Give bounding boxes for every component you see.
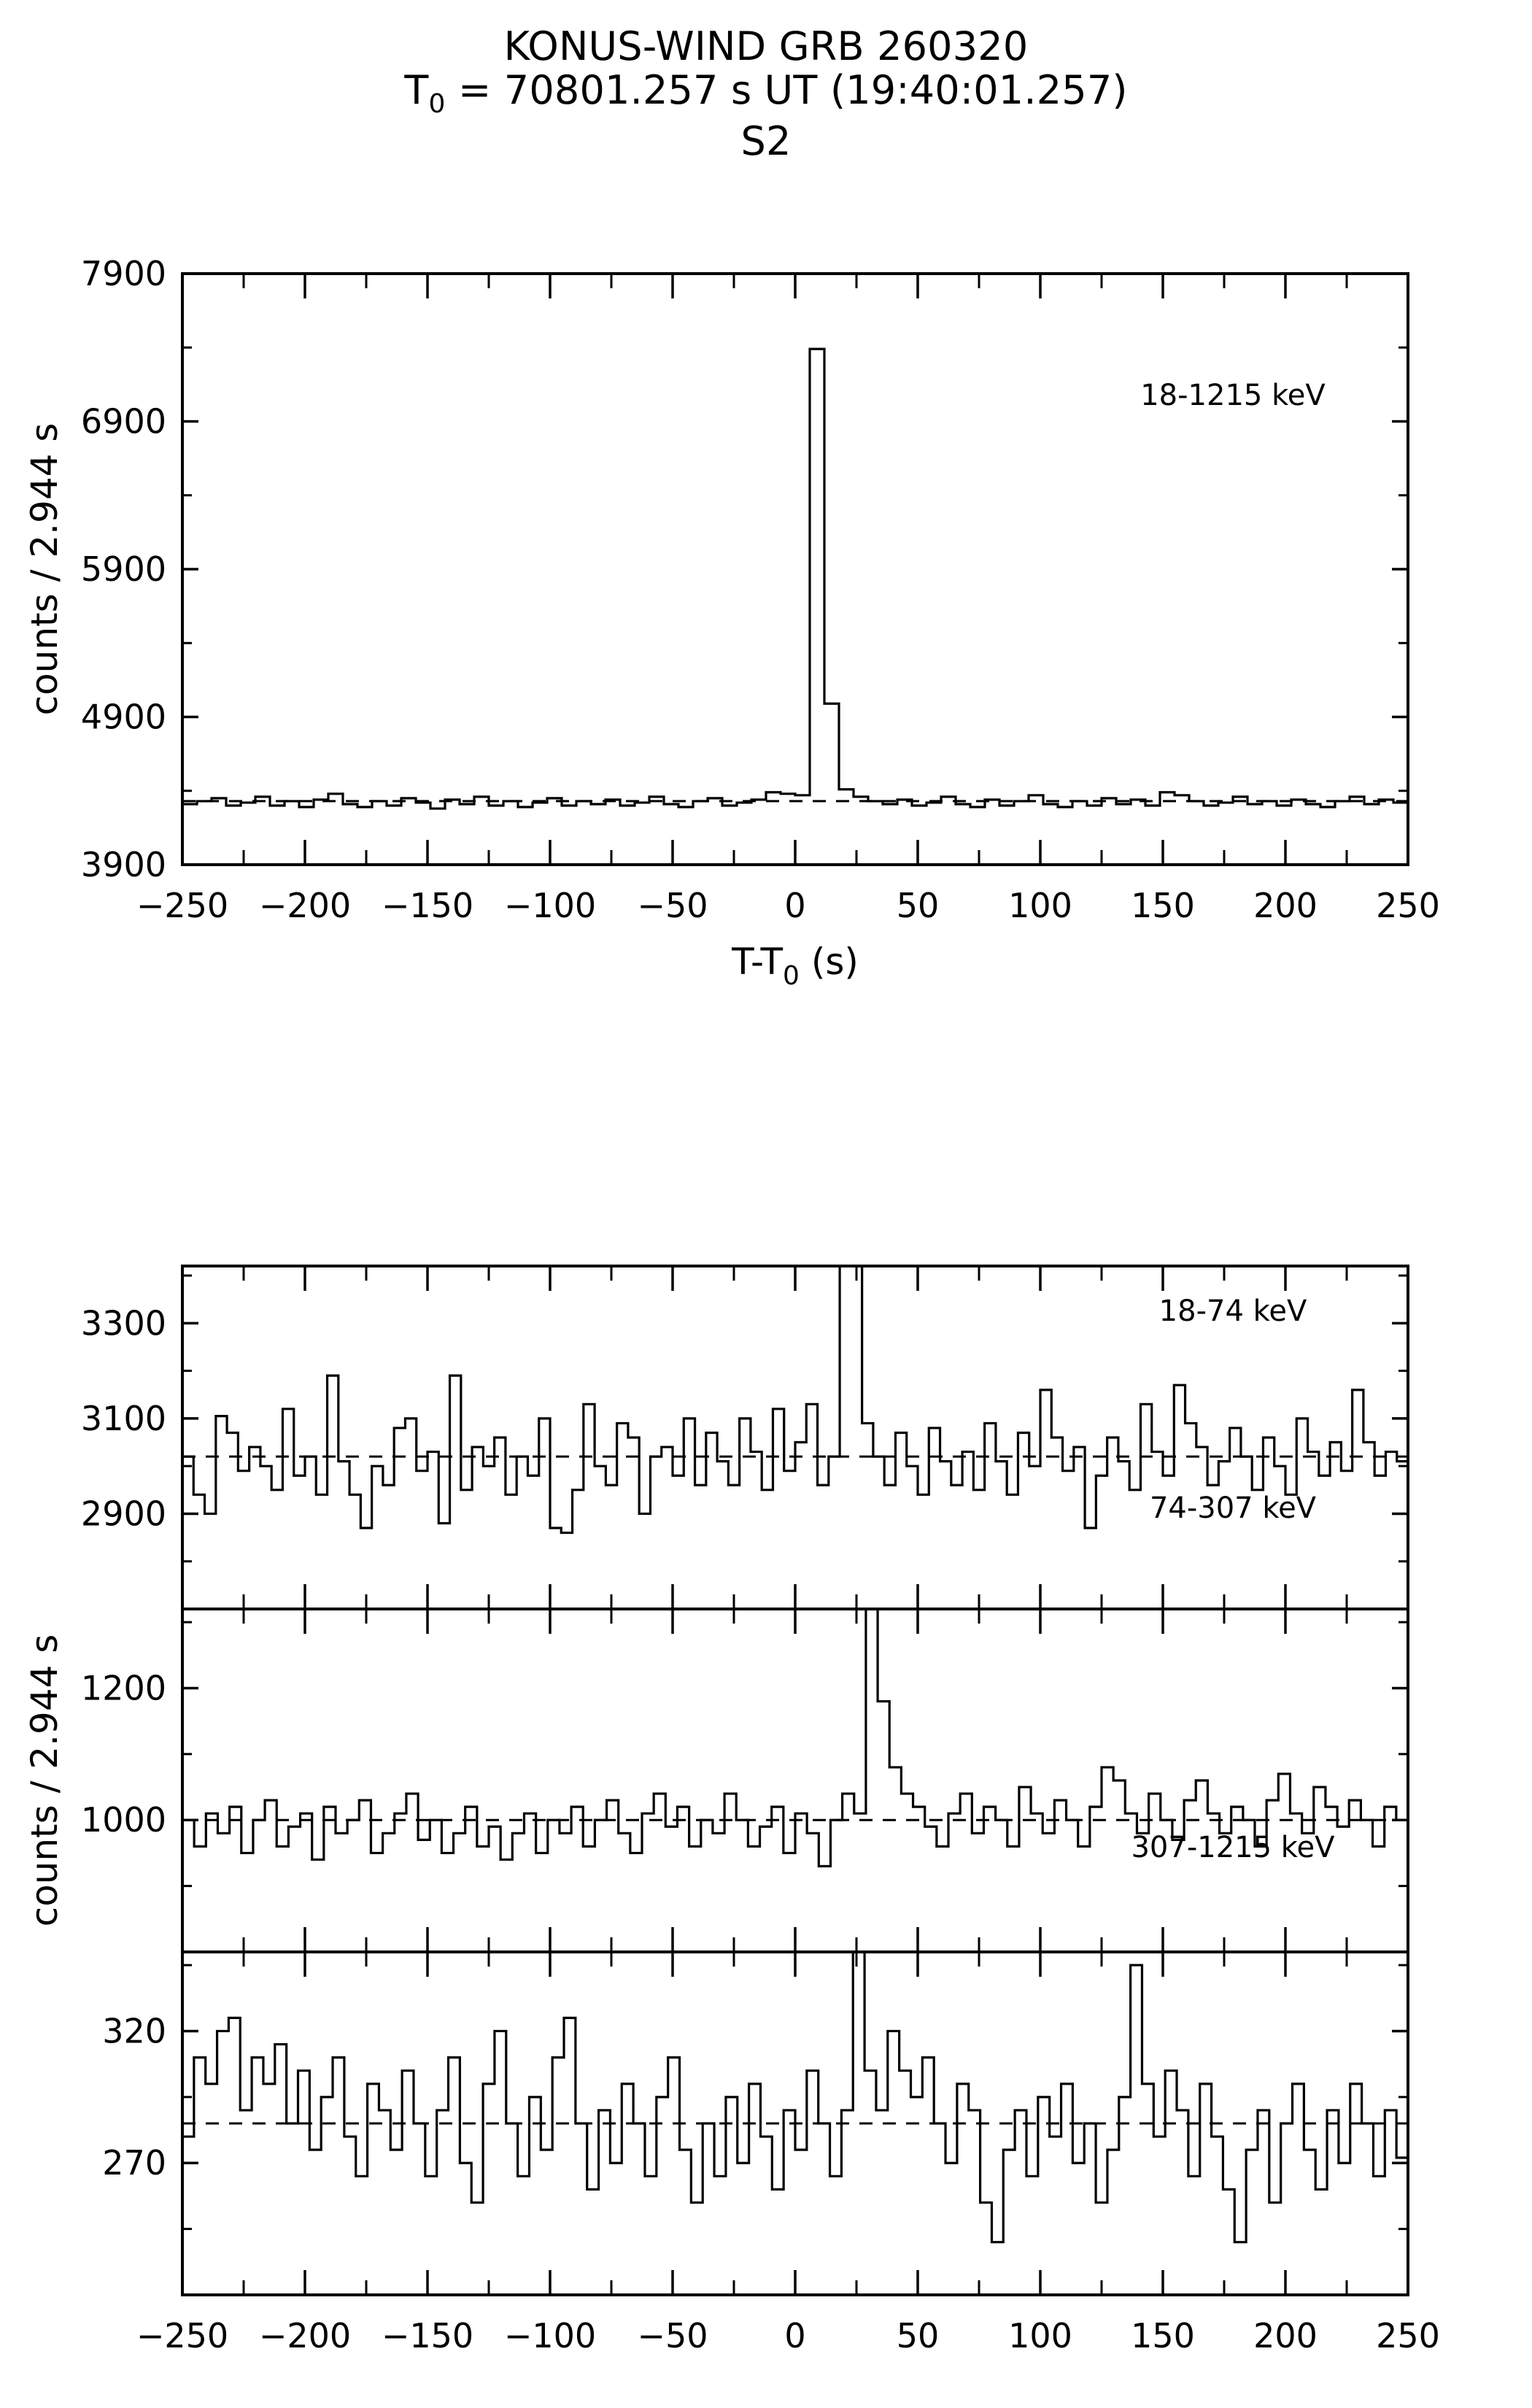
svg-text:counts / 2.944 s: counts / 2.944 s [23, 423, 66, 716]
top-panel-chart: −250 −200 −150 −100 −50 0 50 100 150 200 250 3900 49… [23, 254, 1440, 991]
title-line-3: S2 [740, 117, 792, 164]
title-t0-prefix: T [404, 67, 429, 114]
figure-title: KONUS-WIND GRB 260320 T0 = 70801.257 s U… [0, 23, 1532, 164]
svg-text:150: 150 [1131, 2316, 1195, 2350]
svg-text:4900: 4900 [81, 698, 166, 737]
svg-text:−200: −200 [259, 2316, 351, 2350]
svg-text:250: 250 [1376, 2316, 1440, 2350]
svg-text:0: 0 [784, 886, 805, 925]
svg-text:320: 320 [102, 2011, 166, 2050]
svg-text:100: 100 [1008, 886, 1072, 925]
svg-text:1200: 1200 [81, 1668, 166, 1707]
svg-text:1000: 1000 [81, 1800, 166, 1840]
svg-text:50: 50 [897, 886, 940, 925]
svg-text:−250: −250 [136, 886, 228, 925]
svg-text:2900: 2900 [81, 1494, 166, 1533]
svg-text:T-T0 (s): T-T0 (s) [731, 941, 859, 991]
title-line-2: T0 = 70801.257 s UT (19:40:01.257) [0, 69, 1532, 119]
svg-text:200: 200 [1253, 886, 1318, 925]
svg-text:18-1215 keV: 18-1215 keV [1140, 379, 1326, 412]
svg-text:50: 50 [897, 2316, 940, 2350]
svg-text:100: 100 [1008, 2316, 1072, 2350]
svg-text:250: 250 [1376, 886, 1440, 925]
svg-text:−100: −100 [504, 2316, 596, 2350]
svg-text:307-1215 keV: 307-1215 keV [1131, 1831, 1335, 1864]
svg-text:6900: 6900 [81, 402, 166, 441]
svg-text:3300: 3300 [81, 1303, 166, 1343]
svg-text:270: 270 [102, 2143, 166, 2183]
title-t0-subscript: 0 [428, 89, 446, 120]
svg-text:−200: −200 [259, 886, 351, 925]
svg-text:−150: −150 [382, 886, 473, 925]
svg-text:3900: 3900 [81, 845, 166, 884]
svg-text:7900: 7900 [81, 254, 166, 293]
svg-text:−100: −100 [504, 886, 596, 925]
svg-text:−50: −50 [637, 886, 708, 925]
title-line-1: KONUS-WIND GRB 260320 [503, 23, 1029, 69]
svg-text:3100: 3100 [81, 1399, 166, 1438]
svg-text:0: 0 [784, 2316, 805, 2350]
svg-text:−250: −250 [136, 2316, 228, 2350]
svg-text:counts / 2.944 s: counts / 2.944 s [23, 1635, 66, 1927]
svg-text:−50: −50 [637, 2316, 708, 2350]
svg-text:74-307 keV: 74-307 keV [1150, 1492, 1317, 1525]
svg-text:5900: 5900 [81, 549, 166, 589]
svg-text:150: 150 [1131, 886, 1195, 925]
title-t0-rest: = 70801.257 s UT (19:40:01.257) [445, 67, 1128, 114]
svg-text:−150: −150 [382, 2316, 473, 2350]
svg-text:200: 200 [1253, 2316, 1318, 2350]
svg-text:18-74 keV: 18-74 keV [1159, 1294, 1307, 1328]
